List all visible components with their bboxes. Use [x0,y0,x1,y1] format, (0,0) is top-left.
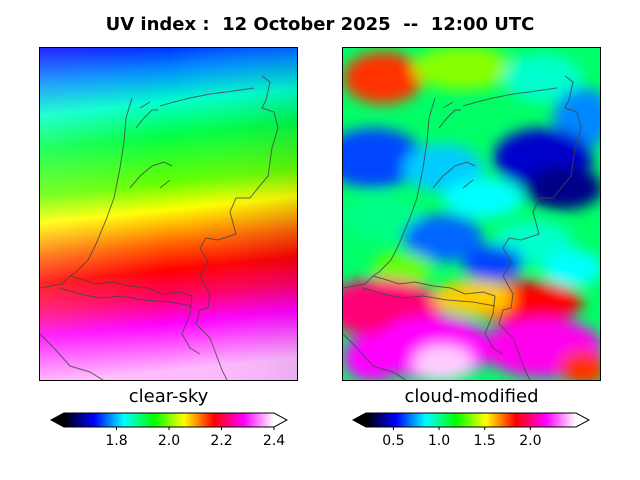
colorbar-tick-label: 1.5 [473,433,496,449]
page-title: UV index : 12 October 2025 -- 12:00 UTC [105,14,535,35]
colorbar-tick-label: 2.0 [157,433,181,449]
colorbar-outline [50,412,288,428]
clear-sky-map [39,47,298,381]
colorbar-gradient [366,413,576,427]
colorbar-extend-max [576,413,589,427]
colorbar-extend-max [274,413,287,427]
colorbar-tick-label: 1.0 [427,433,451,449]
clear-sky-label: clear-sky [128,386,209,407]
country-outline [343,75,582,380]
country-outline [40,75,279,380]
colorbar-tick-label: 2.4 [262,433,286,449]
colorbar-tick-label: 0.5 [382,433,405,449]
cloud-modified-map [342,47,601,381]
cloud-modified-colorbar [352,412,590,430]
colorbar-outline [352,412,590,428]
colorbar-tick-label: 2.2 [210,433,233,449]
colorbar-tick-label: 2.0 [519,433,542,449]
colorbar-extend-min [353,413,366,427]
colorbar-gradient [64,413,274,427]
colorbar-tick-label: 1.8 [105,433,128,449]
colorbar-extend-min [51,413,64,427]
clear-sky-colorbar [50,412,288,430]
cloud-modified-label: cloud-modified [404,386,539,407]
